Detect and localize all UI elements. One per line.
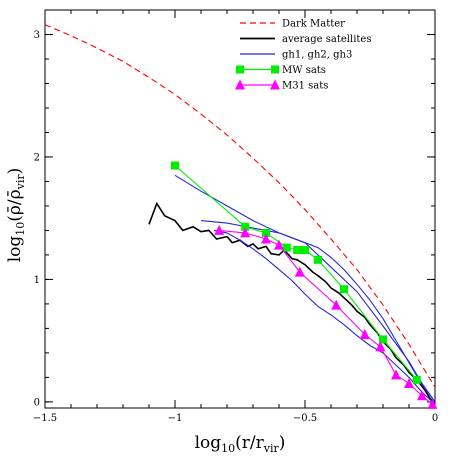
data-point-m31-sats [375,341,386,352]
y-tick-label: 1 [34,275,40,286]
legend-marker-mw-sats [236,65,244,74]
series-layer [44,24,438,409]
data-point-mw-sats [282,243,291,252]
legend-marker-m31-sats [235,79,245,90]
series-gh1-gh2-gh3 [174,174,436,405]
legend-label-average-satellites: average satellites [282,34,371,45]
series-line-m31-sats [219,229,433,405]
data-point-m31-sats [240,227,251,238]
data-point-mw-sats [379,335,387,344]
data-point-m31-sats [261,233,271,244]
data-point-m31-sats [391,369,401,380]
data-point-mw-sats [412,375,421,384]
series-line-gh1-gh2-gh3-1 [174,174,436,403]
series-line-gh1-gh2-gh3-3 [213,229,436,405]
series-line-gh1-gh2-gh3-2 [200,220,436,403]
data-point-mw-sats [262,228,270,237]
data-point-m31-sats [417,390,427,401]
x-tick-label: −0.5 [293,413,317,424]
legend-marker-m31-sats [270,79,280,90]
axis-ticks: −1.5 −1 −0.5 0 0 1 2 3 [33,9,438,424]
data-point-mw-sats [314,255,322,264]
series-line-average-satellites [148,201,436,405]
data-point-mw-sats [293,246,302,255]
legend-label-m31-sats: M31 sats [282,81,328,92]
series-mw-sats [171,161,421,384]
data-point-m31-sats [294,266,305,277]
y-tick-label: 3 [34,30,40,41]
legend: Dark Matter average satellites gh1, gh2, g… [235,19,371,92]
series-dark-matter [44,24,436,388]
data-point-m31-sats [214,224,225,235]
data-point-mw-sats [171,161,179,170]
series-m31-sats [214,224,438,409]
y-tick-label: 2 [34,152,40,163]
data-point-mw-sats [340,285,348,294]
y-axis-label: log10(ρ̄/ρ̄vir) [5,168,27,263]
series-line-dark-matter [44,24,436,388]
data-point-m31-sats [404,378,414,389]
data-point-m31-sats [359,329,370,340]
legend-label-dark-matter: Dark Matter [282,19,345,30]
data-point-mw-sats [301,246,309,255]
data-point-m31-sats [331,299,342,310]
data-point-m31-sats [274,239,284,250]
series-average-satellites [148,201,436,405]
legend-marker-mw-sats [271,65,279,74]
data-point-m31-sats [427,398,438,409]
legend-label-mw-sats: MW sats [282,65,326,76]
legend-label-gh1-gh2-gh3: gh1, gh2, gh3 [282,50,352,61]
data-point-mw-sats [241,222,250,231]
x-tick-label: −1 [168,413,183,424]
x-tick-label: −1.5 [33,413,57,424]
x-axis-label: log10(r/rvir) [195,433,286,455]
x-tick-label: 0 [432,413,438,424]
y-tick-label: 0 [34,397,40,408]
plot-frame [44,9,436,409]
